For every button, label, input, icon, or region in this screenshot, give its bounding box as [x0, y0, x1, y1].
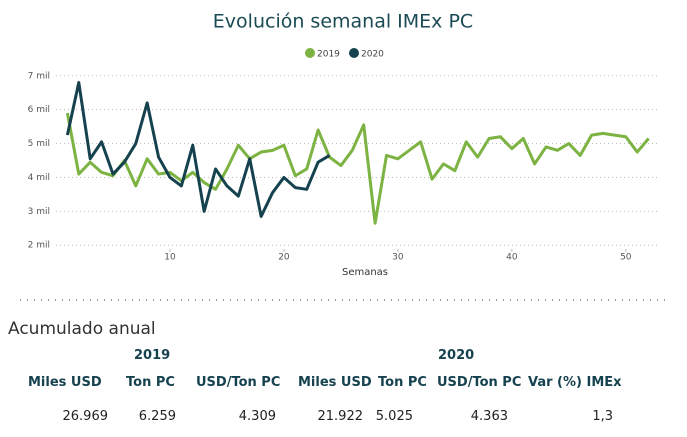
column-header: USD/Ton PC: [196, 375, 281, 390]
x-tick-label: 50: [620, 253, 632, 263]
cell: 4.363: [470, 409, 508, 424]
cell: 6.259: [138, 409, 176, 424]
series-line: [65, 112, 650, 225]
group-header: 2020: [438, 348, 475, 363]
y-tick-label: 2 mil: [28, 241, 50, 251]
cell: 26.969: [62, 409, 109, 424]
separator: [20, 299, 667, 301]
series-line: [65, 81, 331, 218]
column-header: Miles USD: [28, 375, 102, 390]
x-axis-label: Semanas: [342, 267, 388, 278]
cell: 1,3: [592, 409, 613, 424]
column-header: Ton PC: [126, 375, 175, 390]
group-header: 2019: [134, 348, 171, 363]
y-tick-label: 3 mil: [28, 207, 50, 217]
column-header: Ton PC: [378, 375, 427, 390]
legend-label: 2019: [317, 50, 340, 60]
table-title: Acumulado anual: [8, 319, 156, 339]
y-tick-label: 5 mil: [28, 139, 50, 149]
y-tick-label: 6 mil: [28, 105, 50, 115]
cell: 4.309: [238, 409, 276, 424]
x-tick-label: 20: [278, 253, 290, 263]
column-header: USD/Ton PC: [437, 375, 522, 390]
column-header: Var (%) IMEx: [528, 375, 622, 390]
legend-label: 2020: [361, 50, 384, 60]
x-tick-label: 30: [392, 253, 404, 263]
x-tick-label: 10: [164, 253, 176, 263]
column-header: Miles USD: [298, 375, 372, 390]
x-tick-label: 40: [506, 253, 518, 263]
legend-marker: [305, 48, 315, 58]
y-tick-label: 4 mil: [28, 173, 50, 183]
chart-title: Evolución semanal IMEx PC: [213, 11, 473, 33]
legend-marker: [349, 48, 359, 58]
chart: Evolución semanal IMEx PC Semanas 2 mil 3…: [28, 11, 660, 278]
cell: 21.922: [317, 409, 364, 424]
cell: 5.025: [375, 409, 413, 424]
y-tick-label: 7 mil: [28, 71, 50, 81]
